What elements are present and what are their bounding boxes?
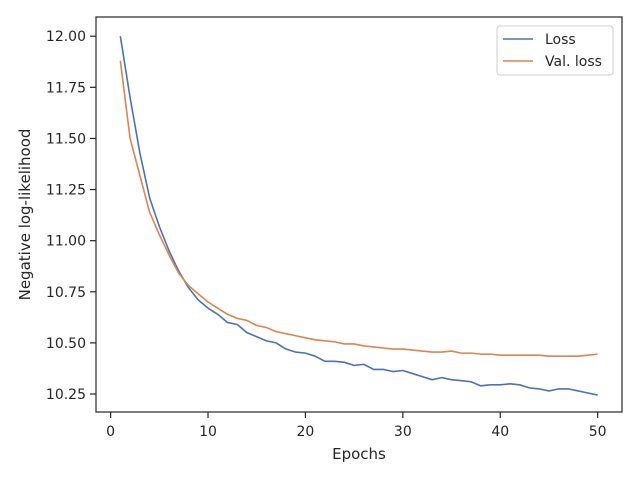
x-tick-label: 0 (106, 424, 115, 440)
x-axis-label: Epochs (332, 445, 386, 463)
y-tick-label: 11.75 (46, 80, 86, 96)
y-tick-label: 10.25 (46, 387, 86, 403)
axes-frame (95, 16, 623, 413)
axis-ticks: 0 10 20 30 40 50 10.25 10.50 10.75 11.00 11.25 11.5… (46, 29, 607, 440)
legend: Loss Val. loss (496, 25, 614, 76)
y-tick-label: 10.50 (46, 336, 86, 352)
x-tick-label: 30 (394, 424, 412, 440)
x-tick-label: 50 (589, 424, 607, 440)
series-line-val-loss (119, 60, 598, 357)
legend-label-val-loss: Val. loss (545, 54, 602, 70)
series-line-loss (119, 36, 598, 396)
x-tick-label: 10 (199, 424, 217, 440)
y-tick-label: 11.50 (46, 131, 86, 147)
y-axis-label: Negative log-likelihood (16, 129, 34, 301)
y-tick-label: 11.25 (46, 183, 86, 199)
y-tick-label: 11.00 (46, 234, 86, 250)
x-tick-label: 20 (297, 424, 315, 440)
y-tick-label: 10.75 (46, 285, 86, 301)
legend-label-loss: Loss (545, 32, 576, 48)
plot-area (95, 16, 623, 413)
x-tick-label: 40 (491, 424, 509, 440)
y-tick-label: 12.00 (46, 29, 86, 45)
